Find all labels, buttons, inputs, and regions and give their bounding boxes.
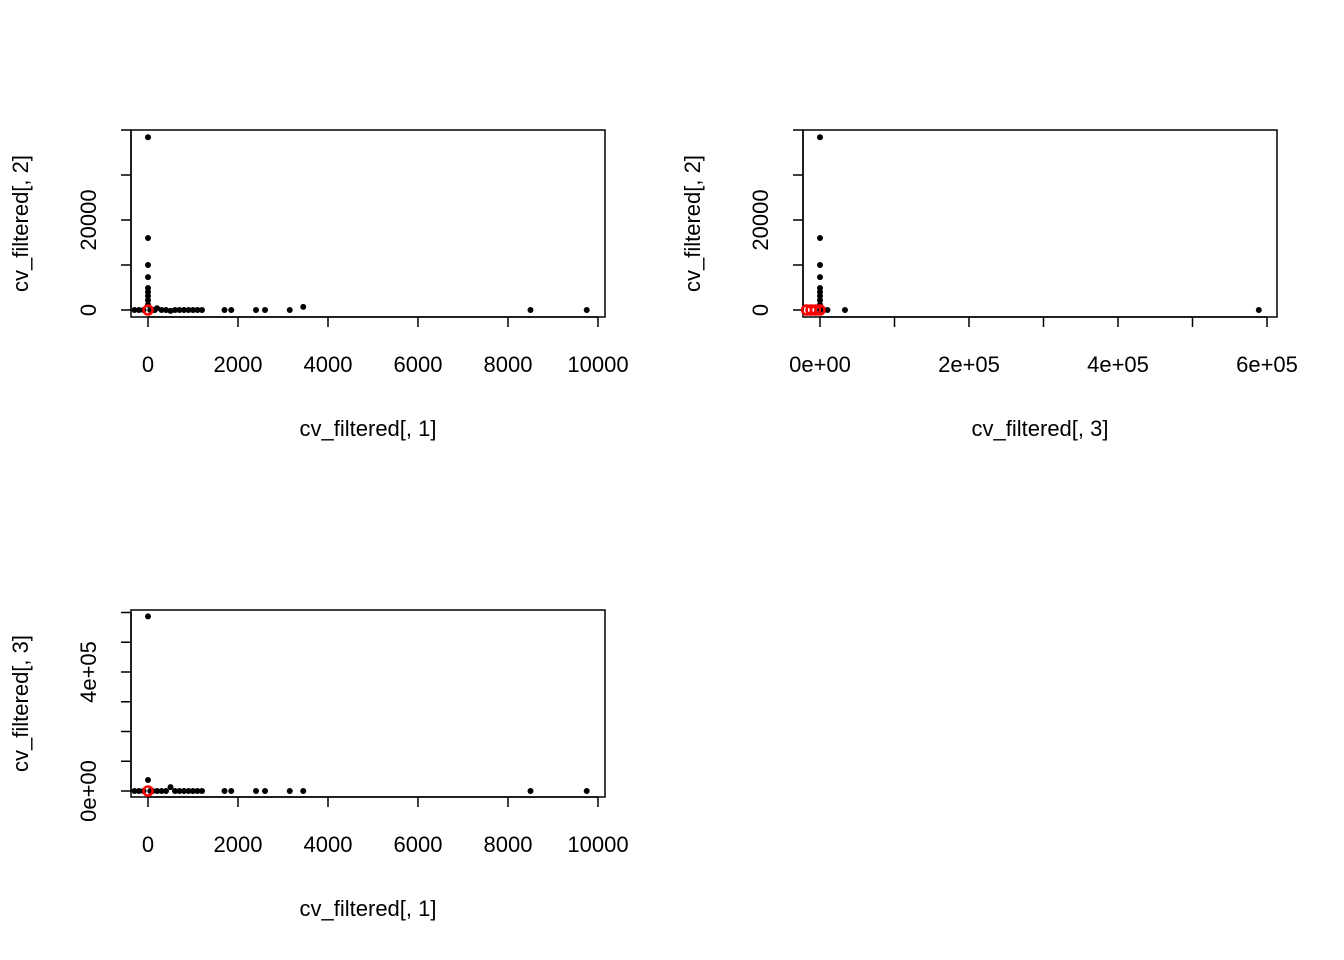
point — [167, 784, 174, 791]
point — [190, 306, 197, 313]
x-tick-label: 0 — [142, 352, 154, 377]
x-tick-label: 4000 — [304, 832, 353, 857]
x-tick-label: 6000 — [394, 832, 443, 857]
point — [181, 788, 188, 794]
point — [172, 788, 179, 794]
y-tick-label: 0e+00 — [76, 760, 101, 822]
point — [262, 306, 269, 313]
point — [817, 234, 824, 241]
point — [817, 134, 824, 141]
point — [142, 304, 154, 316]
point — [136, 788, 143, 794]
y-axis-title: cv_filtered[, 2] — [8, 155, 33, 292]
x-tick-label: 0 — [142, 832, 154, 857]
x-tick-label: 6000 — [394, 352, 443, 377]
x-tick-label: 2e+05 — [938, 352, 1000, 377]
point — [176, 788, 183, 794]
point — [814, 304, 826, 316]
point — [527, 306, 534, 313]
point — [145, 297, 152, 304]
point — [817, 274, 824, 281]
point — [136, 306, 143, 313]
point — [154, 305, 161, 312]
point — [181, 306, 188, 313]
point — [158, 306, 165, 313]
point — [286, 306, 293, 313]
point — [194, 306, 201, 313]
x-tick-label: 8000 — [484, 832, 533, 857]
point — [145, 613, 152, 620]
y-tick-label: 0 — [76, 304, 101, 316]
point — [817, 261, 824, 268]
point — [262, 788, 269, 794]
plot-box — [130, 609, 606, 798]
point — [221, 788, 228, 794]
y-tick-label: 20000 — [76, 189, 101, 250]
point — [1255, 306, 1262, 313]
point — [199, 788, 206, 794]
point — [131, 788, 138, 794]
x-axis-title: cv_filtered[, 3] — [972, 416, 1109, 441]
x-tick-label: 2000 — [214, 352, 263, 377]
point — [185, 788, 192, 794]
y-axis-title: cv_filtered[, 3] — [8, 635, 33, 772]
x-axis-title: cv_filtered[, 1] — [300, 896, 437, 921]
point — [131, 306, 138, 313]
x-tick-label: 4000 — [304, 352, 353, 377]
point — [228, 788, 235, 794]
point — [142, 785, 154, 797]
x-tick-label: 2000 — [214, 832, 263, 857]
point — [583, 306, 590, 313]
point — [221, 306, 228, 313]
x-tick-label: 6e+05 — [1236, 352, 1298, 377]
point — [167, 307, 174, 314]
point — [154, 788, 161, 794]
point — [145, 261, 152, 268]
point — [145, 234, 152, 241]
point — [145, 134, 152, 141]
point — [583, 788, 590, 794]
y-tick-label: 20000 — [748, 189, 773, 250]
point — [176, 306, 183, 313]
x-tick-label: 4e+05 — [1087, 352, 1149, 377]
point — [228, 306, 235, 313]
x-tick-label: 10000 — [567, 352, 628, 377]
point — [163, 788, 170, 794]
x-tick-label: 0e+00 — [789, 352, 851, 377]
y-tick-label: 4e+05 — [76, 641, 101, 703]
point — [824, 306, 831, 313]
x-axis-title: cv_filtered[, 1] — [300, 416, 437, 441]
point — [527, 788, 534, 794]
point — [145, 274, 152, 281]
point — [185, 306, 192, 313]
point — [253, 788, 260, 794]
point — [158, 788, 165, 794]
point — [300, 303, 307, 310]
point — [190, 788, 197, 794]
y-axis-title: cv_filtered[, 2] — [680, 155, 705, 292]
point — [163, 306, 170, 313]
point — [194, 788, 201, 794]
point — [841, 306, 848, 313]
y-tick-label: 0 — [748, 304, 773, 316]
point — [172, 306, 179, 313]
point — [199, 306, 206, 313]
x-tick-label: 10000 — [567, 832, 628, 857]
point — [300, 788, 307, 794]
x-tick-label: 8000 — [484, 352, 533, 377]
point — [286, 788, 293, 794]
point — [145, 776, 152, 783]
plot-box — [130, 129, 606, 318]
point — [809, 304, 822, 316]
plot-box — [802, 129, 1278, 318]
point — [253, 306, 260, 313]
point — [817, 297, 824, 304]
